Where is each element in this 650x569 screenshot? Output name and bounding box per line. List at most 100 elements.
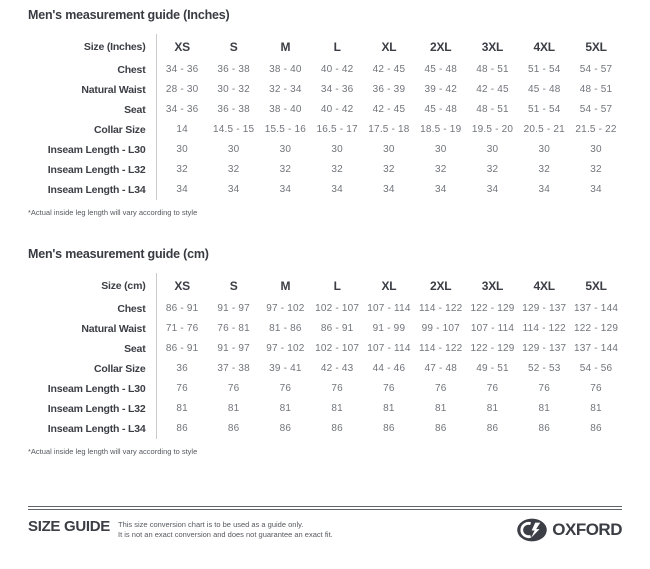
measurement-value: 15.5 - 16 [264, 124, 307, 135]
row-label: Chest [28, 60, 157, 80]
measurement-value: 17.5 - 18 [368, 124, 410, 135]
measurement-value: 122 - 129 [574, 323, 619, 334]
measurement-value: 32 [331, 164, 343, 175]
size-unit-label: Size (Inches) [28, 34, 157, 60]
row-label: Collar Size [28, 120, 157, 140]
measurement-value: 37 - 38 [217, 363, 250, 374]
measurement-value: 45 - 48 [424, 104, 457, 115]
measurement-value: 47 - 48 [424, 363, 457, 374]
size-column-header: S [229, 40, 238, 54]
measurement-value: 21.5 - 22 [575, 124, 617, 135]
measurement-value: 122 - 129 [470, 343, 515, 354]
size-table: Size (Inches) XS S M L XL 2XL 3XL 4XL 5XL Chest 34 … [28, 34, 622, 200]
measurement-value: 42 - 45 [476, 84, 509, 95]
measurement-value: 86 [383, 423, 395, 434]
measurement-value: 19.5 - 20 [471, 124, 514, 135]
measurement-value: 32 [383, 164, 395, 175]
guide-title: Men's measurement guide (cm) [28, 247, 209, 261]
header-row: Size (cm) XS S M L XL 2XL 3XL 4XL 5XL [28, 273, 622, 299]
measurement-value: 34 [279, 184, 292, 195]
footer-content: SIZE GUIDE This size conversion chart is… [28, 518, 622, 542]
measurement-value: 129 - 137 [522, 303, 567, 314]
measurement-value: 81 [590, 403, 602, 414]
measurement-value: 102 - 107 [315, 303, 360, 314]
measurement-value: 81 [434, 403, 447, 414]
size-column-header: 2XL [430, 279, 452, 293]
measurement-value: 34 - 36 [320, 84, 354, 95]
measurement-value: 45 - 48 [424, 64, 457, 75]
measurement-value: 39 - 41 [269, 363, 302, 374]
measurement-value: 91 - 97 [217, 303, 250, 314]
measurement-value: 34 [486, 184, 499, 195]
measurement-value: 76 [279, 383, 292, 394]
footer-left: SIZE GUIDE This size conversion chart is… [28, 518, 333, 539]
measurement-value: 86 [538, 423, 550, 434]
row-label: Inseam Length - L30 [28, 379, 157, 399]
measurement-value: 32 - 34 [269, 84, 302, 95]
measurement-value: 86 [434, 423, 447, 434]
size-unit-label: Size (cm) [28, 273, 157, 299]
measurement-row: Seat 86 - 91 91 - 97 97 - 102 102 - 107 107 -… [28, 339, 622, 359]
measurement-row: Chest 86 - 91 91 - 97 97 - 102 102 - 107 107 … [28, 299, 622, 319]
measurement-row: Inseam Length - L30 76 76 76 76 76 76 76 76 76 [28, 379, 622, 399]
measurement-value: 81 [486, 403, 499, 414]
measurement-value: 38 - 40 [269, 104, 302, 115]
row-label: Seat [28, 339, 157, 359]
measurement-value: 86 - 91 [320, 323, 354, 334]
measurement-value: 42 - 45 [372, 64, 406, 75]
measurement-value: 42 - 43 [320, 363, 354, 374]
size-column-header: 2XL [430, 40, 452, 54]
measurement-value: 81 [383, 403, 395, 414]
measurement-value: 76 [434, 383, 447, 394]
row-label: Natural Waist [28, 80, 157, 100]
measurement-value: 45 - 48 [527, 84, 561, 95]
measurement-value: 76 [383, 383, 395, 394]
measurement-value: 114 - 122 [419, 303, 463, 314]
measurement-value: 76 [486, 383, 499, 394]
measurement-value: 91 - 97 [217, 343, 250, 354]
size-column-header: 4XL [533, 40, 556, 54]
measurement-value: 102 - 107 [315, 343, 360, 354]
footer: SIZE GUIDE This size conversion chart is… [28, 506, 622, 542]
size-column-header: L [333, 40, 341, 54]
measurement-value: 51 - 54 [527, 64, 561, 75]
measurement-value: 30 [279, 144, 292, 155]
measurement-value: 30 [176, 144, 188, 155]
measurement-value: 34 [590, 184, 602, 195]
measurement-value: 34 [331, 184, 343, 195]
size-column-header: XS [174, 40, 190, 54]
measurement-row: Natural Waist 28 - 30 30 - 32 32 - 34 34 - 3… [28, 80, 622, 100]
measurement-value: 34 [434, 184, 447, 195]
measurement-value: 28 - 30 [165, 84, 199, 95]
footer-disclaimer-line2: It is not an exact conversion and does n… [118, 529, 333, 539]
measurement-row: Inseam Length - L32 32 32 32 32 32 32 32 32 32 [28, 160, 622, 180]
measurement-value: 34 - 36 [165, 104, 199, 115]
measurement-value: 107 - 114 [367, 343, 411, 354]
measurement-value: 36 - 38 [217, 64, 250, 75]
measurement-value: 39 - 42 [424, 84, 457, 95]
measurement-value: 36 - 39 [372, 84, 406, 95]
measurement-row: Inseam Length - L30 30 30 30 30 30 30 30 30 30 [28, 140, 622, 160]
size-column-header: 3XL [481, 279, 504, 293]
measurement-value: 36 - 38 [217, 104, 250, 115]
measurement-value: 81 [538, 403, 550, 414]
size-column-header: M [280, 279, 291, 293]
measurement-value: 114 - 122 [522, 323, 566, 334]
measurement-value: 38 - 40 [269, 64, 302, 75]
measurement-value: 81 [176, 403, 188, 414]
measurement-value: 76 [538, 383, 550, 394]
row-label: Inseam Length - L34 [28, 419, 157, 439]
measurement-value: 114 - 122 [419, 343, 463, 354]
row-label: Collar Size [28, 359, 157, 379]
row-label: Natural Waist [28, 319, 157, 339]
footer-disclaimer-line1: This size conversion chart is to be used… [118, 520, 304, 529]
size-table: Size (cm) XS S M L XL 2XL 3XL 4XL 5XL Chest 86 - 91… [28, 273, 622, 439]
measurement-value: 54 - 56 [579, 363, 613, 374]
inseam-footnote: *Actual inside leg length will vary acco… [28, 208, 198, 217]
measurement-value: 34 [176, 184, 188, 195]
measurement-value: 20.5 - 21 [523, 124, 565, 135]
measurement-value: 71 - 76 [165, 323, 199, 334]
measurement-value: 76 [331, 383, 343, 394]
row-label: Inseam Length - L30 [28, 140, 157, 160]
measurement-value: 122 - 129 [470, 303, 515, 314]
